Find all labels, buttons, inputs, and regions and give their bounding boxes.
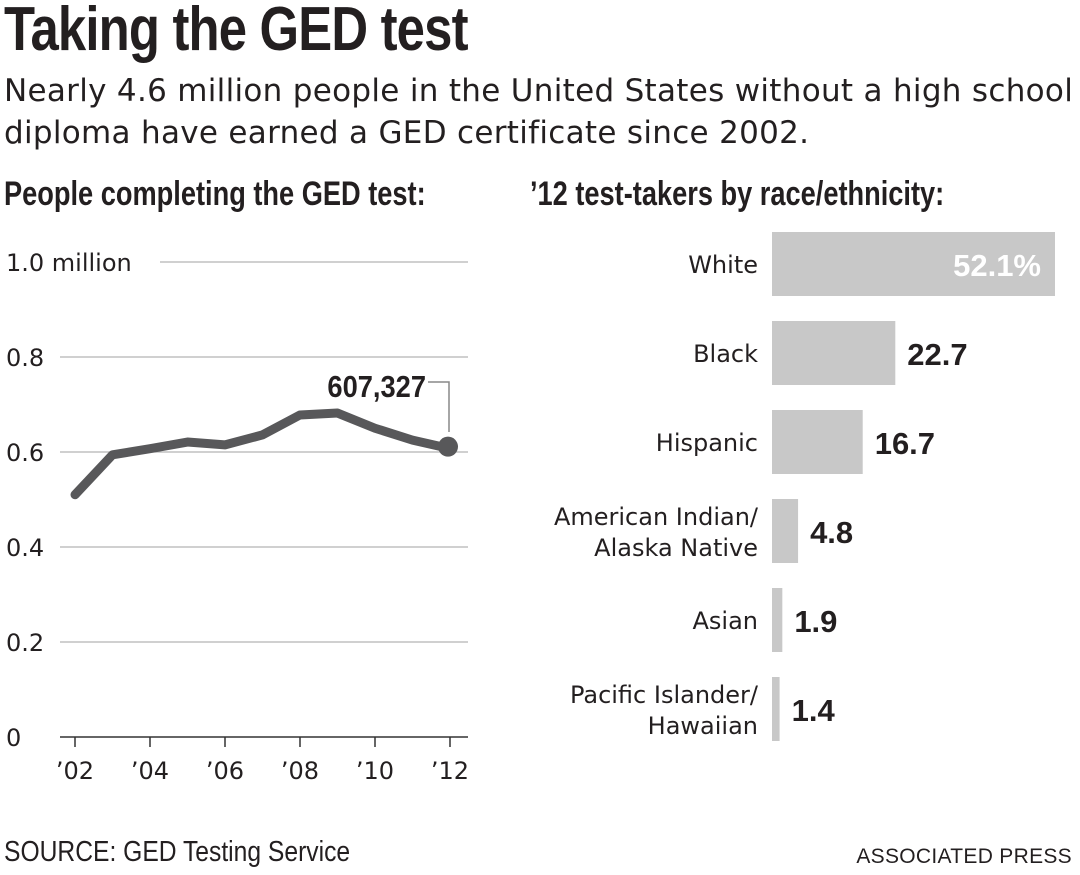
value-label: 22.7: [907, 337, 967, 372]
y-tick-label: 0.4: [6, 534, 44, 562]
y-tick-label: 0: [6, 724, 21, 752]
category-label: Pacific Islander/: [570, 681, 759, 709]
credit: ASSOCIATED PRESS: [856, 845, 1072, 868]
x-tick-label: ’10: [356, 757, 394, 785]
line-chart-title: People completing the GED test:: [4, 175, 426, 213]
category-label: Hispanic: [656, 429, 758, 457]
bar-chart-title: ’12 test-takers by race/ethnicity:: [530, 175, 945, 213]
value-label: 1.9: [794, 604, 837, 639]
category-label: Asian: [692, 607, 758, 635]
end-point-marker: [438, 436, 458, 457]
value-label: 52.1%: [953, 248, 1041, 283]
y-tick-label: 0.6: [6, 439, 44, 467]
category-label: Hawaiian: [648, 712, 758, 740]
bar: [772, 677, 780, 741]
y-tick-label: 0.2: [6, 629, 44, 657]
x-tick-label: ’04: [131, 757, 169, 785]
data-line: [70, 408, 455, 500]
category-label: White: [688, 251, 758, 279]
x-tick-label: ’06: [206, 757, 244, 785]
bar: [772, 499, 799, 563]
category-label: American Indian/: [554, 503, 759, 531]
y-tick-label: 0.8: [6, 344, 44, 372]
bar: [772, 410, 863, 474]
y-tick-label: 1.0 million: [6, 249, 132, 277]
chart-subtitle: Nearly 4.6 million people in the United …: [4, 73, 1074, 151]
x-tick-label: ’12: [431, 757, 469, 785]
value-label: 4.8: [810, 515, 853, 550]
bar: [772, 232, 1055, 296]
x-tick-label: ’02: [56, 757, 94, 785]
chart-title: Taking the GED test: [4, 0, 469, 64]
value-label: 16.7: [875, 426, 935, 461]
category-label: Alaska Native: [594, 534, 758, 562]
annotation-label: 607,327: [327, 370, 426, 404]
source-note: SOURCE: GED Testing Service: [4, 836, 351, 868]
category-label: Black: [693, 340, 758, 368]
bar: [772, 321, 896, 385]
annotation-leader: [428, 381, 450, 432]
bar: [772, 588, 783, 652]
value-label: 1.4: [792, 693, 836, 728]
x-tick-label: ’08: [281, 757, 319, 785]
